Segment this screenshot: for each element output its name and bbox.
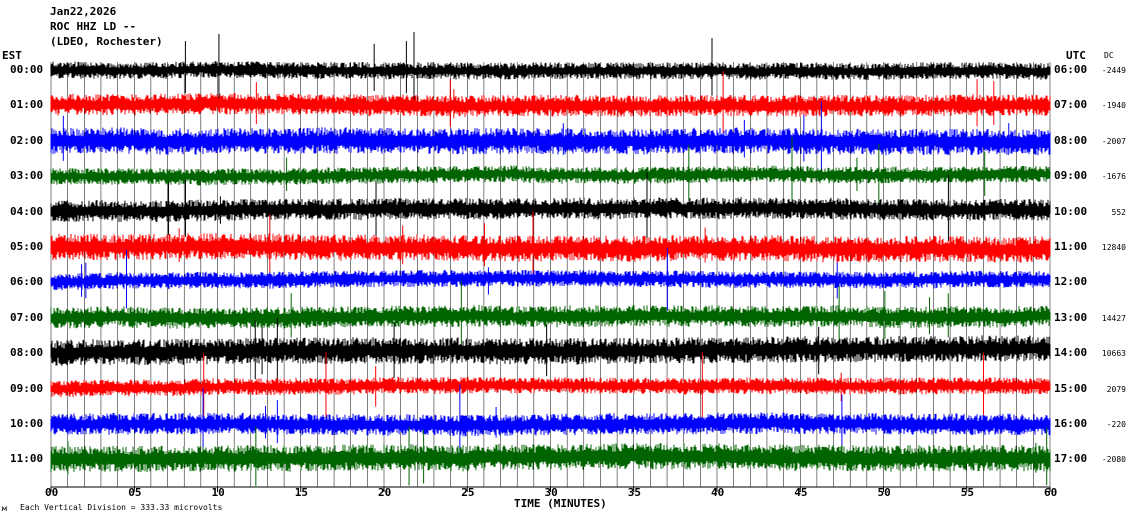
dc-offset-value: -2449 xyxy=(1101,66,1126,75)
utc-hour-label: 15:00 xyxy=(1054,381,1088,395)
plot-date: Jan22,2026 xyxy=(50,5,117,18)
dc-offset-value: -1940 xyxy=(1101,101,1126,111)
utc-hour-label: 07:00 xyxy=(1054,98,1088,112)
dc-offset-value: -1676 xyxy=(1101,172,1126,182)
dc-offset-value: 552 xyxy=(1111,207,1126,217)
trace-0500 xyxy=(50,233,1051,263)
trace-0300 xyxy=(50,165,1051,186)
utc-hour-label: 06:00 xyxy=(1054,63,1088,76)
est-hour-label: 03:00 xyxy=(10,169,44,183)
est-hour-label: 11:00 xyxy=(10,452,44,466)
x-tick-label: 05 xyxy=(128,486,142,499)
seismic-traces xyxy=(50,32,1051,486)
trace-0800 xyxy=(50,335,1051,366)
x-tick-label: 15 xyxy=(294,486,308,499)
x-tick-label: 20 xyxy=(378,486,392,499)
utc-hour-label: 09:00 xyxy=(1054,169,1088,183)
est-hour-label: 02:00 xyxy=(10,133,44,147)
trace-0100 xyxy=(50,93,1051,117)
x-axis-label: TIME (MINUTES) xyxy=(514,497,607,510)
corner-mark: м xyxy=(2,504,7,513)
est-hour-label: 07:00 xyxy=(10,310,44,324)
est-hour-label: 08:00 xyxy=(10,346,44,360)
dc-offset-value: -2080 xyxy=(1101,455,1126,465)
est-hour-label: 00:00 xyxy=(10,63,44,76)
est-hour-label: 04:00 xyxy=(10,204,44,218)
utc-hour-label: 11:00 xyxy=(1054,240,1088,253)
est-hour-label: 01:00 xyxy=(10,98,44,112)
trace-0900 xyxy=(50,376,1051,398)
x-tick-label: 40 xyxy=(711,486,725,499)
utc-hour-label: 08:00 xyxy=(1054,133,1088,147)
trace-0600 xyxy=(50,269,1051,291)
trace-0200 xyxy=(50,127,1051,156)
axes xyxy=(50,486,1051,492)
dc-offset-value: 12840 xyxy=(1101,243,1126,252)
dc-offset-value: 14427 xyxy=(1101,313,1126,323)
utc-hour-label: 12:00 xyxy=(1054,275,1088,289)
dc-offset-value: 2079 xyxy=(1106,384,1126,394)
est-hour-label: 09:00 xyxy=(10,381,44,395)
est-hour-label: 05:00 xyxy=(10,240,44,253)
x-tick-label: 55 xyxy=(960,486,974,499)
x-tick-label: 00 xyxy=(45,486,59,499)
utc-hour-label: 14:00 xyxy=(1054,346,1088,360)
est-hour-label: 10:00 xyxy=(10,417,44,430)
dc-title: DC xyxy=(1104,51,1114,60)
utc-hour-label: 17:00 xyxy=(1054,452,1088,466)
x-tick-label: 50 xyxy=(877,486,891,499)
station-code: ROC HHZ LD -- xyxy=(50,20,137,33)
x-tick-label: 60 xyxy=(1044,486,1058,499)
trace-0400 xyxy=(50,197,1051,222)
dc-offset-value: -2007 xyxy=(1101,136,1126,146)
x-tick-label: 25 xyxy=(461,486,475,499)
utc-hour-label: 10:00 xyxy=(1054,204,1088,218)
trace-1000 xyxy=(50,412,1051,437)
x-tick-label: 35 xyxy=(627,486,641,499)
scale-note: Each Vertical Division = 333.33 microvol… xyxy=(20,503,223,512)
utc-axis-title: UTC xyxy=(1066,49,1086,62)
utc-hour-label: 13:00 xyxy=(1054,310,1088,324)
trace-0000 xyxy=(50,61,1051,81)
est-axis-title: EST xyxy=(2,49,22,62)
dc-offset-value: -220 xyxy=(1106,420,1126,429)
trace-1100 xyxy=(50,443,1051,473)
dc-offset-value: 10663 xyxy=(1101,349,1126,359)
x-tick-label: 45 xyxy=(794,486,808,499)
est-hour-label: 06:00 xyxy=(10,275,44,289)
x-tick-label: 30 xyxy=(544,486,558,499)
trace-0700 xyxy=(50,305,1051,329)
utc-hour-label: 16:00 xyxy=(1054,417,1088,430)
x-tick-label: 10 xyxy=(211,486,225,499)
station-location: (LDEO, Rochester) xyxy=(50,35,163,48)
